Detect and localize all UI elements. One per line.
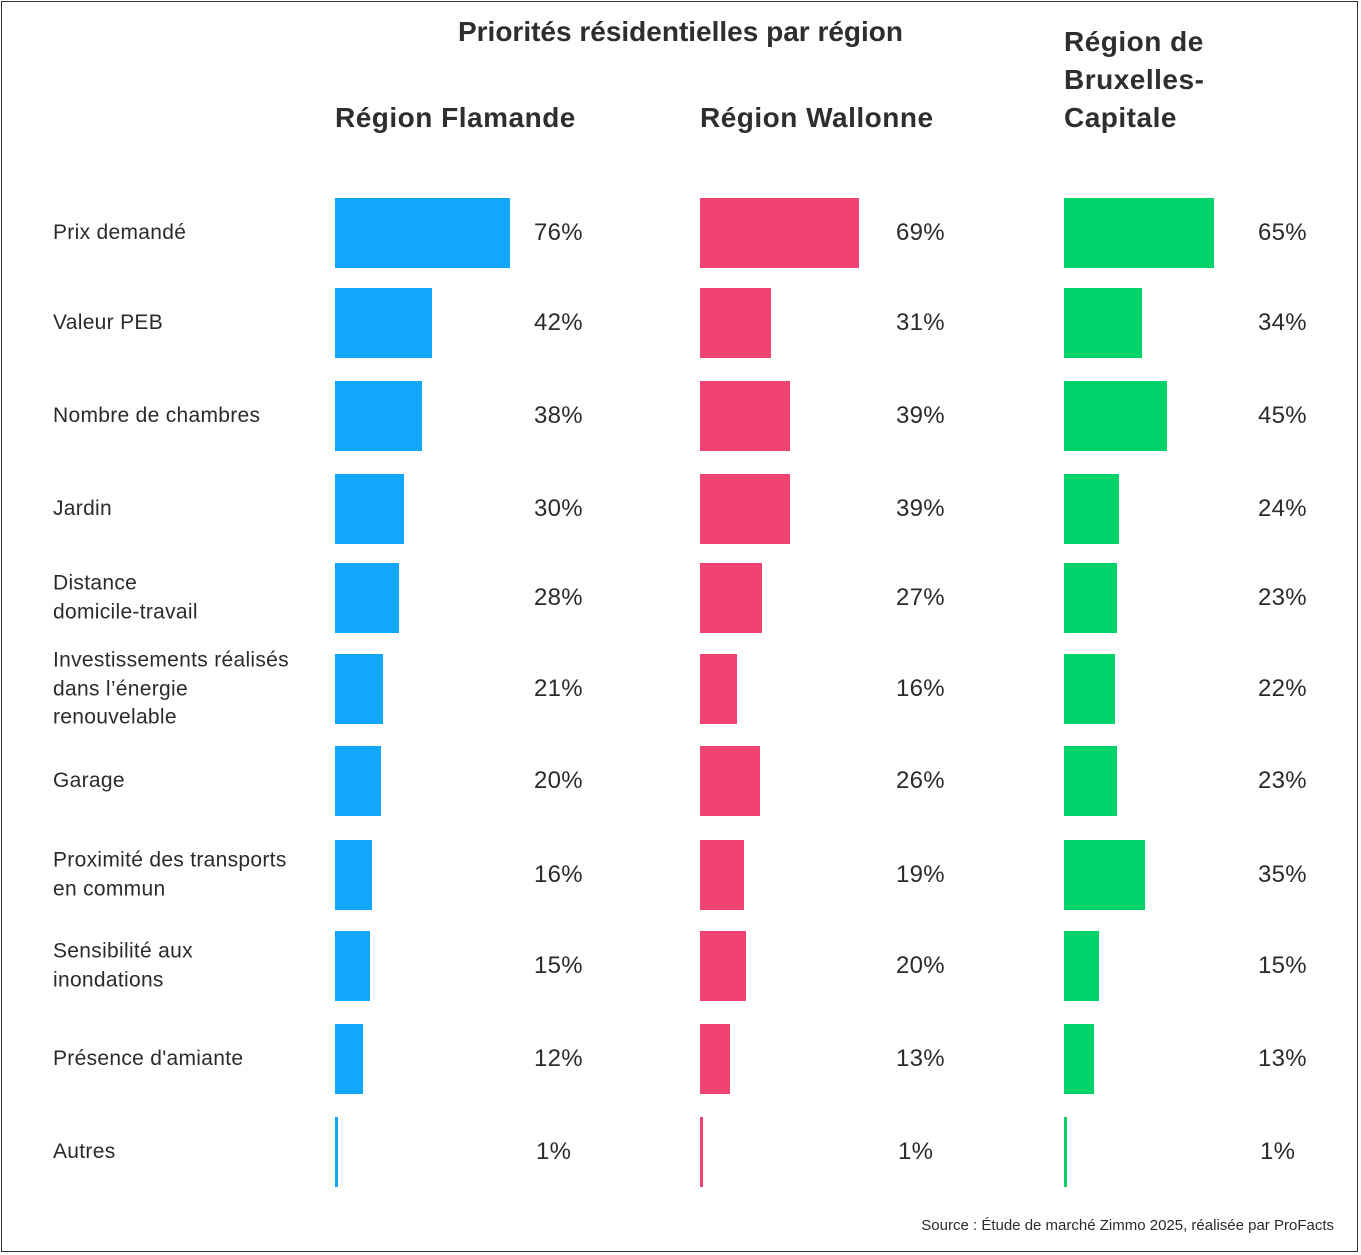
bar — [335, 1117, 338, 1187]
value-label: 42% — [534, 309, 583, 336]
value-label: 22% — [1258, 675, 1307, 702]
bar — [335, 746, 381, 816]
value-label: 16% — [896, 675, 945, 702]
value-label: 27% — [896, 584, 945, 611]
bar — [335, 288, 432, 358]
value-label: 30% — [534, 495, 583, 522]
value-label: 23% — [1258, 767, 1307, 794]
bar — [700, 198, 859, 268]
category-label: Prix demandé — [53, 220, 187, 244]
bar — [1064, 381, 1167, 451]
category-label: Proximité des transports en commun — [53, 848, 287, 901]
source-note: Source : Étude de marché Zimmo 2025, réa… — [921, 1217, 1334, 1234]
bar — [335, 198, 510, 268]
value-label: 13% — [896, 1045, 945, 1072]
value-label: 21% — [534, 675, 583, 702]
bar — [700, 474, 790, 544]
category-label: Valeur PEB — [53, 310, 163, 334]
value-label: 19% — [896, 861, 945, 888]
bar — [335, 840, 372, 910]
bar — [335, 563, 399, 633]
bar — [1064, 931, 1099, 1001]
value-label: 1% — [898, 1138, 934, 1165]
value-label: 15% — [1258, 952, 1307, 979]
category-label: Garage — [53, 768, 125, 792]
value-label: 23% — [1258, 584, 1307, 611]
value-label: 28% — [534, 584, 583, 611]
bar — [700, 840, 744, 910]
bar — [335, 474, 404, 544]
series-heading: Région Flamande — [335, 102, 576, 133]
bar — [700, 1024, 730, 1094]
bar — [700, 931, 746, 1001]
value-label: 24% — [1258, 495, 1307, 522]
bar — [700, 288, 771, 358]
bar — [1064, 474, 1119, 544]
value-label: 1% — [536, 1138, 572, 1165]
bar — [700, 1117, 703, 1187]
bar — [1064, 1117, 1067, 1187]
bar — [335, 931, 370, 1001]
value-label: 38% — [534, 402, 583, 429]
category-label: Sensibilité aux inondations — [53, 939, 193, 992]
category-label: Présence d'amiante — [53, 1046, 244, 1070]
bar — [1064, 563, 1117, 633]
bar — [1064, 840, 1145, 910]
bar — [700, 654, 737, 724]
chart-title: Priorités résidentielles par région — [457, 16, 904, 47]
bar — [700, 746, 760, 816]
category-label: Distance domicile-travail — [53, 571, 198, 624]
value-label: 15% — [534, 952, 583, 979]
value-label: 12% — [534, 1045, 583, 1072]
value-label: 16% — [534, 861, 583, 888]
bar — [1064, 654, 1115, 724]
value-label: 31% — [896, 309, 945, 336]
value-label: 20% — [896, 952, 945, 979]
category-label: Autres — [53, 1139, 116, 1163]
bar — [1064, 198, 1214, 268]
value-label: 39% — [896, 402, 945, 429]
value-label: 34% — [1258, 309, 1307, 336]
value-label: 35% — [1258, 861, 1307, 888]
bar — [700, 381, 790, 451]
bar — [700, 563, 762, 633]
category-label: Jardin — [53, 496, 112, 520]
value-label: 1% — [1260, 1138, 1296, 1165]
category-label: Nombre de chambres — [53, 403, 261, 427]
bar — [335, 381, 422, 451]
value-label: 26% — [896, 767, 945, 794]
bar — [1064, 1024, 1094, 1094]
value-label: 13% — [1258, 1045, 1307, 1072]
value-label: 39% — [896, 495, 945, 522]
category-label: Investissements réalisés dans l’énergie … — [53, 648, 289, 729]
bar — [335, 654, 383, 724]
value-label: 65% — [1258, 219, 1307, 246]
value-label: 69% — [896, 219, 945, 246]
series-heading: Région de Bruxelles- Capitale — [1064, 26, 1205, 133]
value-label: 76% — [534, 219, 583, 246]
series-heading: Région Wallonne — [700, 102, 934, 133]
bar — [1064, 746, 1117, 816]
bar — [335, 1024, 363, 1094]
bar — [1064, 288, 1142, 358]
value-label: 20% — [534, 767, 583, 794]
value-label: 45% — [1258, 402, 1307, 429]
